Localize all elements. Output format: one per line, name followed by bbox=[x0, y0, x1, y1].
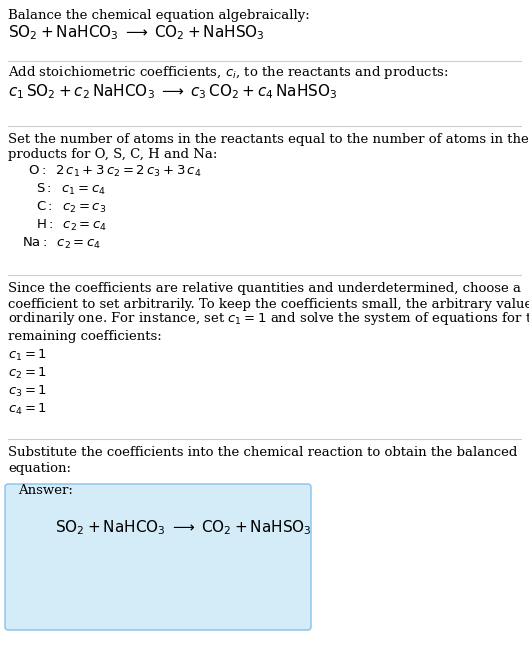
Text: Set the number of atoms in the reactants equal to the number of atoms in the: Set the number of atoms in the reactants… bbox=[8, 133, 529, 146]
Text: products for O, S, C, H and Na:: products for O, S, C, H and Na: bbox=[8, 148, 217, 161]
Text: $\mathrm{Na:}\;\; c_2 = c_4$: $\mathrm{Na:}\;\; c_2 = c_4$ bbox=[22, 236, 101, 251]
Text: $\mathrm{SO}_2 + \mathrm{NaHCO}_3 \;\longrightarrow\; \mathrm{CO}_2 + \mathrm{Na: $\mathrm{SO}_2 + \mathrm{NaHCO}_3 \;\lon… bbox=[55, 518, 312, 537]
Text: Substitute the coefficients into the chemical reaction to obtain the balanced: Substitute the coefficients into the che… bbox=[8, 446, 517, 459]
Text: coefficient to set arbitrarily. To keep the coefficients small, the arbitrary va: coefficient to set arbitrarily. To keep … bbox=[8, 298, 529, 311]
Text: ordinarily one. For instance, set $c_1 = 1$ and solve the system of equations fo: ordinarily one. For instance, set $c_1 =… bbox=[8, 310, 529, 327]
Text: $\mathrm{SO}_2 + \mathrm{NaHCO}_3 \;\longrightarrow\; \mathrm{CO}_2 + \mathrm{Na: $\mathrm{SO}_2 + \mathrm{NaHCO}_3 \;\lon… bbox=[8, 23, 265, 42]
Text: equation:: equation: bbox=[8, 462, 71, 475]
Text: Since the coefficients are relative quantities and underdetermined, choose a: Since the coefficients are relative quan… bbox=[8, 282, 521, 295]
Text: $\mathrm{S:}\;\; c_1 = c_4$: $\mathrm{S:}\;\; c_1 = c_4$ bbox=[36, 182, 106, 197]
Text: $c_4 = 1$: $c_4 = 1$ bbox=[8, 402, 47, 417]
Text: remaining coefficients:: remaining coefficients: bbox=[8, 330, 162, 343]
Text: Balance the chemical equation algebraically:: Balance the chemical equation algebraica… bbox=[8, 9, 310, 22]
FancyBboxPatch shape bbox=[5, 484, 311, 630]
Text: $c_1 = 1$: $c_1 = 1$ bbox=[8, 348, 47, 363]
Text: $c_3 = 1$: $c_3 = 1$ bbox=[8, 384, 47, 399]
Text: $\mathrm{O:}\;\; 2\,c_1 + 3\,c_2 = 2\,c_3 + 3\,c_4$: $\mathrm{O:}\;\; 2\,c_1 + 3\,c_2 = 2\,c_… bbox=[28, 164, 202, 179]
Text: $\mathrm{H:}\;\; c_2 = c_4$: $\mathrm{H:}\;\; c_2 = c_4$ bbox=[36, 218, 107, 233]
Text: $\mathrm{C:}\;\; c_2 = c_3$: $\mathrm{C:}\;\; c_2 = c_3$ bbox=[36, 200, 106, 215]
Text: $c_1\,\mathrm{SO}_2 + c_2\,\mathrm{NaHCO}_3 \;\longrightarrow\; c_3\,\mathrm{CO}: $c_1\,\mathrm{SO}_2 + c_2\,\mathrm{NaHCO… bbox=[8, 82, 338, 101]
Text: $c_2 = 1$: $c_2 = 1$ bbox=[8, 366, 47, 381]
Text: Answer:: Answer: bbox=[18, 484, 73, 497]
Text: Add stoichiometric coefficients, $c_i$, to the reactants and products:: Add stoichiometric coefficients, $c_i$, … bbox=[8, 64, 449, 81]
